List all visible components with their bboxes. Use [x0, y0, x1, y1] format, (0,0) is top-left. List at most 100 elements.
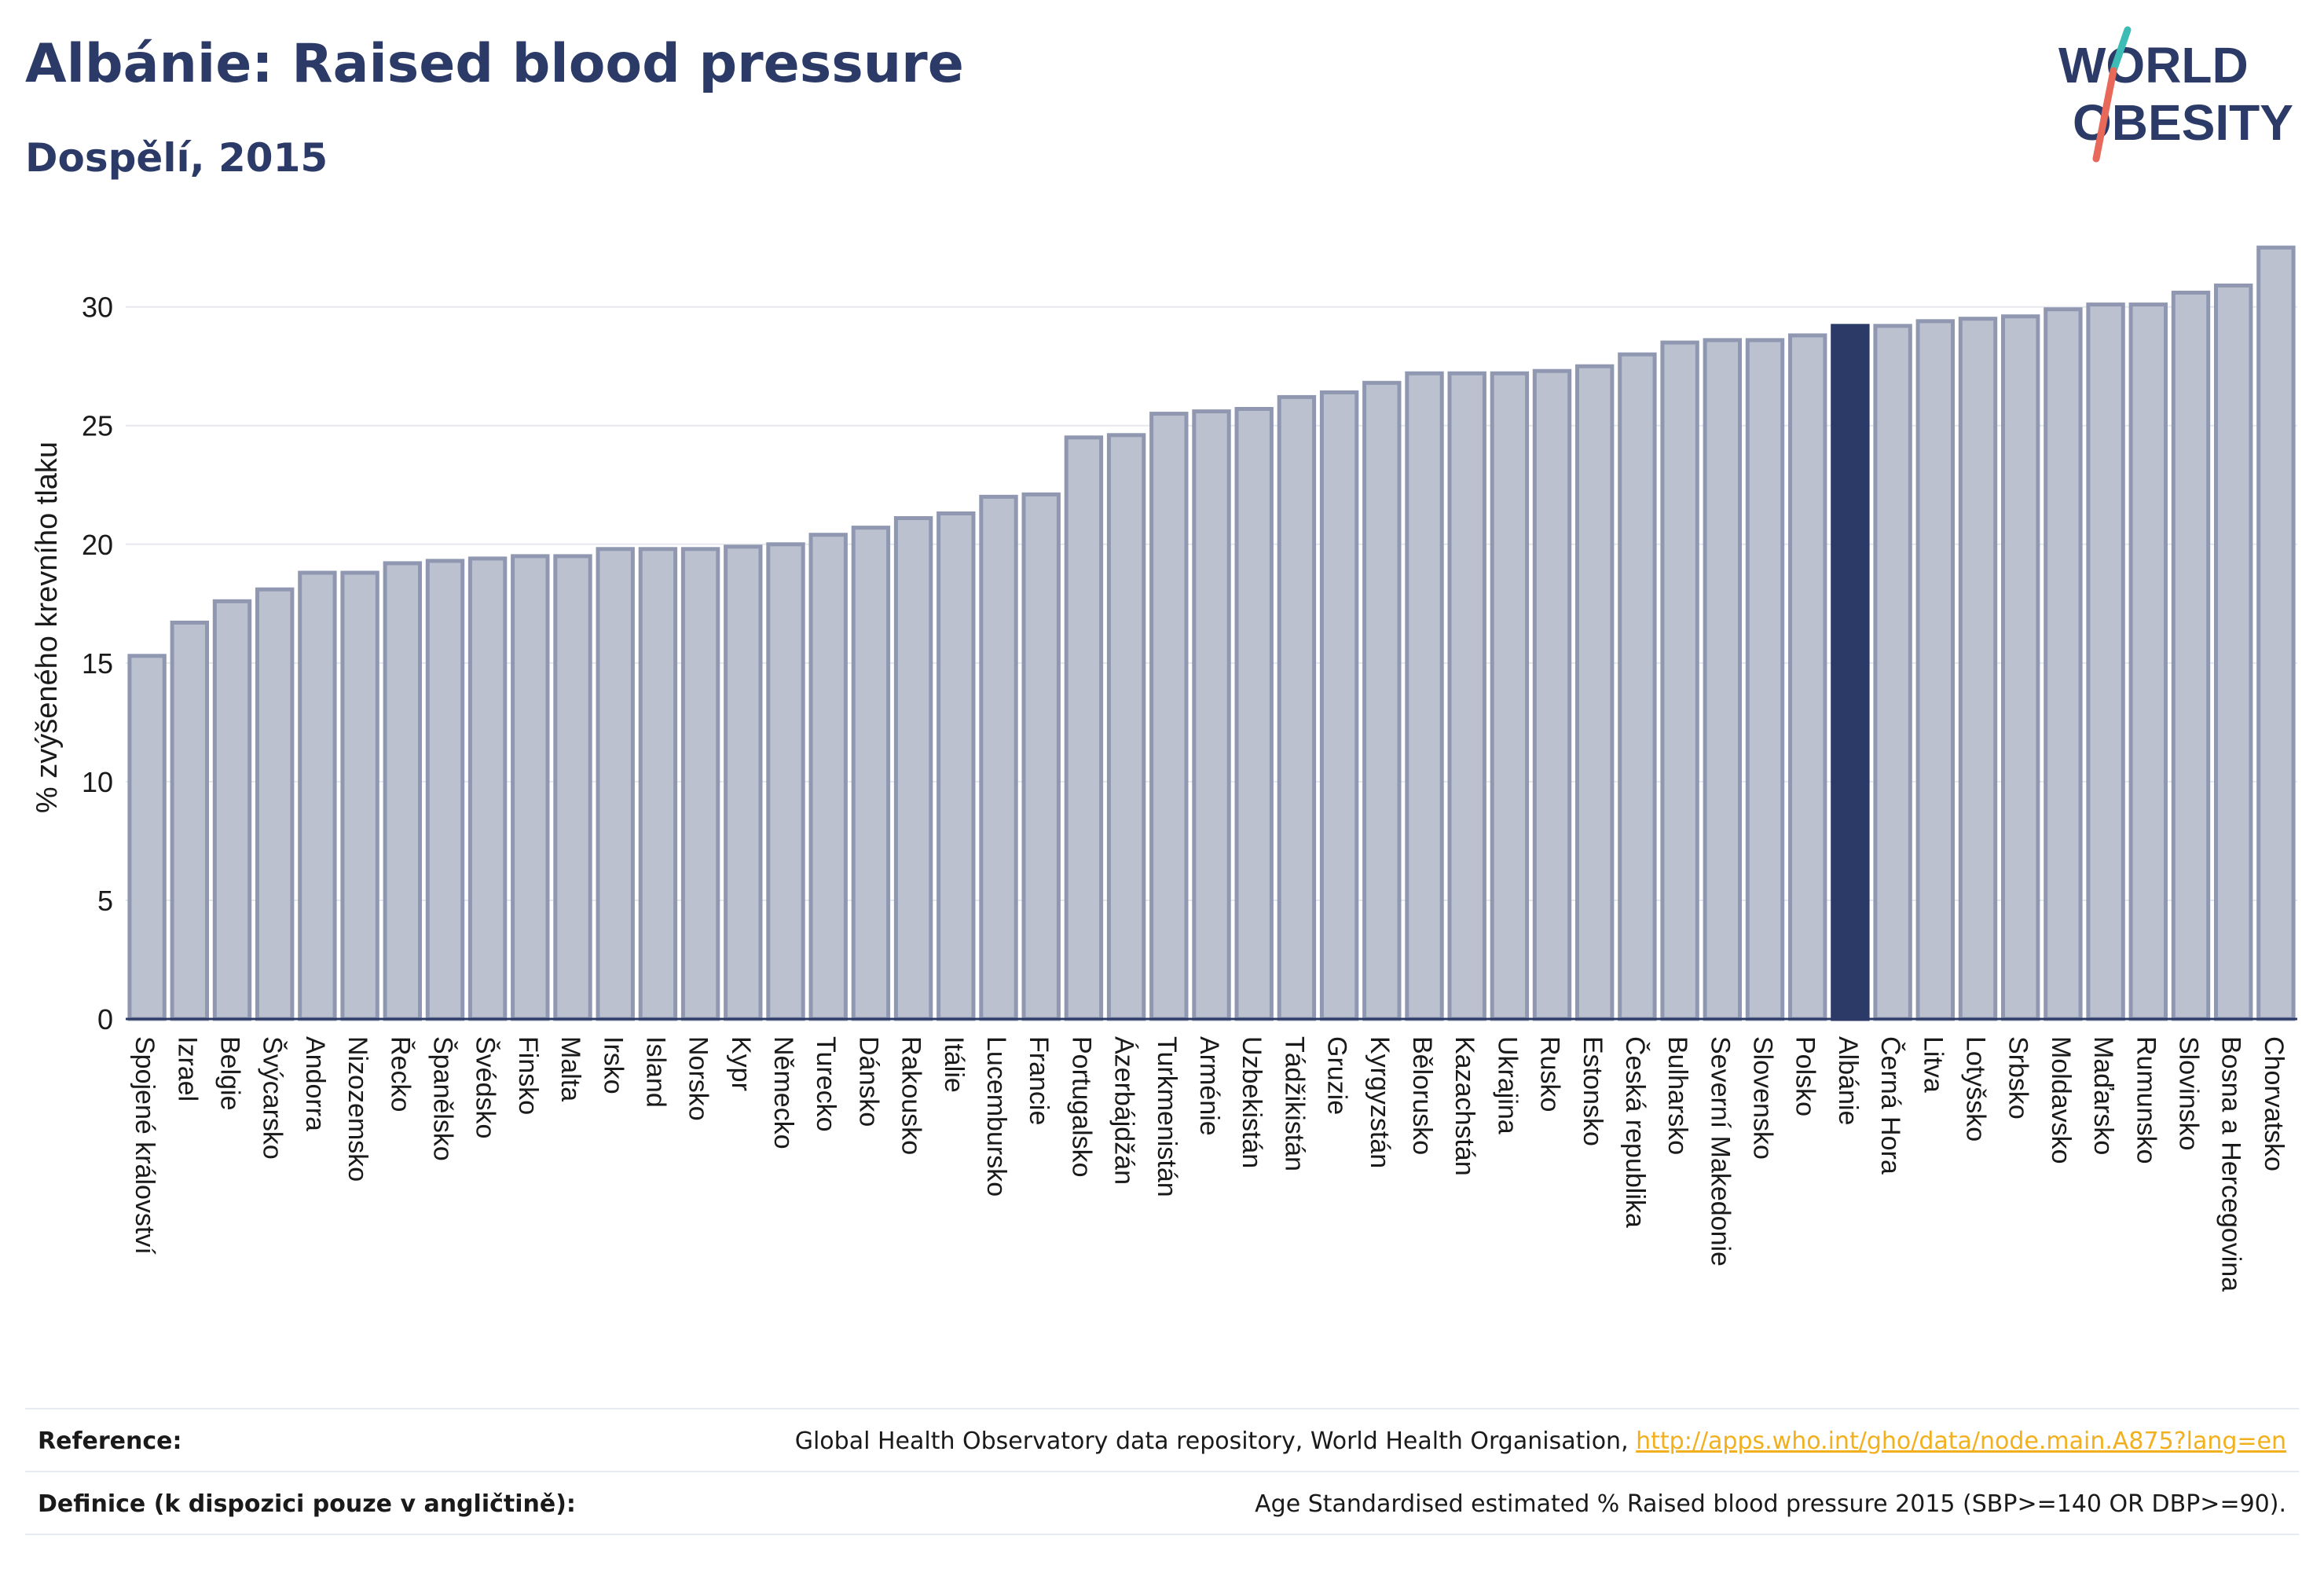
bar [425, 559, 465, 1021]
bar [2171, 291, 2211, 1021]
bar [553, 554, 592, 1021]
bar [1873, 324, 1912, 1021]
x-tick-label: Norsko [684, 1036, 713, 1121]
x-tick-label: Turkmenistán [1152, 1036, 1182, 1197]
reference-label: Reference: [38, 1427, 182, 1455]
bar [1149, 412, 1189, 1021]
bar [724, 544, 763, 1021]
bar [1362, 380, 1402, 1021]
x-tick-label: Itálie [939, 1036, 969, 1093]
x-tick-label: Bulharsko [1662, 1036, 1692, 1155]
y-tick-label: 30 [82, 291, 113, 324]
chart-subtitle: Dospělí, 2015 [25, 135, 328, 181]
bar [1064, 435, 1104, 1021]
bar [2044, 307, 2083, 1021]
x-tick-label: Srbsko [2003, 1036, 2033, 1120]
reference-text: Global Health Observatory data repositor… [794, 1427, 1637, 1455]
y-tick-label: 10 [82, 766, 113, 798]
x-tick-label: Slovensko [1748, 1036, 1778, 1160]
bar [255, 587, 295, 1021]
y-tick-label: 5 [97, 885, 113, 917]
x-tick-label: Rakousko [896, 1036, 926, 1155]
x-axis-labels: Spojené království Izrael Belgie Švýcarsko A… [130, 1036, 2289, 1292]
x-tick-label: Švýcarsko [258, 1036, 288, 1160]
bar [2128, 302, 2168, 1021]
x-tick-label: Island [641, 1036, 671, 1108]
y-tick-label: 25 [82, 410, 113, 442]
bar [1021, 492, 1061, 1021]
bar [1192, 409, 1231, 1021]
bar [383, 561, 423, 1021]
y-axis-label: % zvýšeného krevního tlaku [31, 442, 64, 813]
bar [2256, 245, 2296, 1021]
bar [851, 526, 891, 1021]
x-tick-label: Řecko [385, 1036, 415, 1112]
x-tick-label: Ukrajina [1492, 1036, 1522, 1134]
x-tick-label: Portugalsko [1066, 1036, 1096, 1178]
x-tick-label: Francie [1024, 1036, 1054, 1125]
x-tick-label: Bosna a Hercegovina [2216, 1036, 2246, 1292]
x-tick-label: Tádžikistán [1279, 1036, 1309, 1171]
bar [1447, 371, 1486, 1021]
bar [1106, 433, 1146, 1021]
x-tick-label: Uzbekistán [1237, 1036, 1266, 1168]
bar [1277, 394, 1317, 1021]
bar-chart: 0 5 10 15 20 25 30 Spojené království Izrael Bel… [31, 245, 2297, 1292]
x-tick-label: Španělsko [428, 1036, 458, 1161]
bar [170, 621, 210, 1021]
bar [1319, 390, 1359, 1021]
logo-slash-coral [2092, 67, 2117, 163]
x-tick-label: Irsko [598, 1036, 628, 1094]
bar [893, 516, 933, 1021]
x-tick-label: Spojené království [130, 1036, 159, 1255]
reference-row: Reference: Global Health Observatory dat… [25, 1408, 2299, 1472]
bar [212, 599, 252, 1021]
x-tick-label: Lucembursko [981, 1036, 1011, 1197]
x-tick-label: Estonsko [1578, 1036, 1607, 1146]
x-tick-label: Bělorusko [1407, 1036, 1437, 1155]
bar [766, 542, 805, 1021]
definition-row: Definice (k dispozici pouze v angličtině… [25, 1471, 2299, 1535]
x-tick-label: Turecko [811, 1036, 841, 1132]
reference-link[interactable]: http://apps.who.int/gho/data/node.main.A… [1636, 1427, 2286, 1455]
x-tick-label: Malta [555, 1036, 585, 1101]
x-tick-label: Kypr [726, 1036, 756, 1091]
bar [979, 494, 1018, 1021]
bar [638, 547, 678, 1021]
bar [1618, 352, 1657, 1021]
x-tick-label: Slovinsko [2174, 1036, 2204, 1151]
x-tick-label: Andorra [300, 1036, 330, 1131]
bar [340, 570, 379, 1021]
x-tick-label: Kyrgyzstán [1365, 1036, 1395, 1168]
x-tick-label: Česká republika [1620, 1036, 1650, 1228]
bar [808, 533, 848, 1021]
x-tick-label: Maďarsko [2088, 1036, 2118, 1155]
x-tick-label: Chorvatsko [2259, 1036, 2289, 1171]
bar [1490, 371, 1530, 1021]
footer-bottom-rule [25, 1534, 2299, 1535]
x-tick-label: Lotyšsko [1961, 1036, 1991, 1142]
x-tick-label: Kazachstán [1450, 1036, 1479, 1176]
bar [1915, 319, 1956, 1021]
chart-title: Albánie: Raised blood pressure [25, 33, 964, 95]
x-tick-label: Švédsko [471, 1036, 500, 1138]
x-tick-label: Izrael [172, 1036, 202, 1101]
bar [1575, 364, 1615, 1021]
bar [127, 654, 167, 1021]
x-tick-label: Arménie [1194, 1036, 1224, 1136]
definition-label: Definice (k dispozici pouze v angličtině… [38, 1490, 576, 1518]
bar [2001, 314, 2040, 1021]
x-tick-label: Rusko [1535, 1036, 1565, 1112]
x-tick-label: Albánie [1833, 1036, 1863, 1125]
x-tick-label: Moldavsko [2046, 1036, 2076, 1164]
bar [596, 547, 635, 1021]
y-axis-ticks: 0 5 10 15 20 25 30 [82, 291, 113, 1035]
x-tick-label: Finsko [513, 1036, 543, 1115]
x-tick-label: Gruzie [1322, 1036, 1352, 1115]
x-tick-label: Rumunsko [2131, 1036, 2161, 1164]
logo-line1: WORLD [2058, 37, 2249, 93]
bar [1958, 317, 1998, 1021]
bar [2086, 302, 2125, 1021]
bar [1703, 338, 1743, 1021]
bars [127, 245, 2296, 1021]
